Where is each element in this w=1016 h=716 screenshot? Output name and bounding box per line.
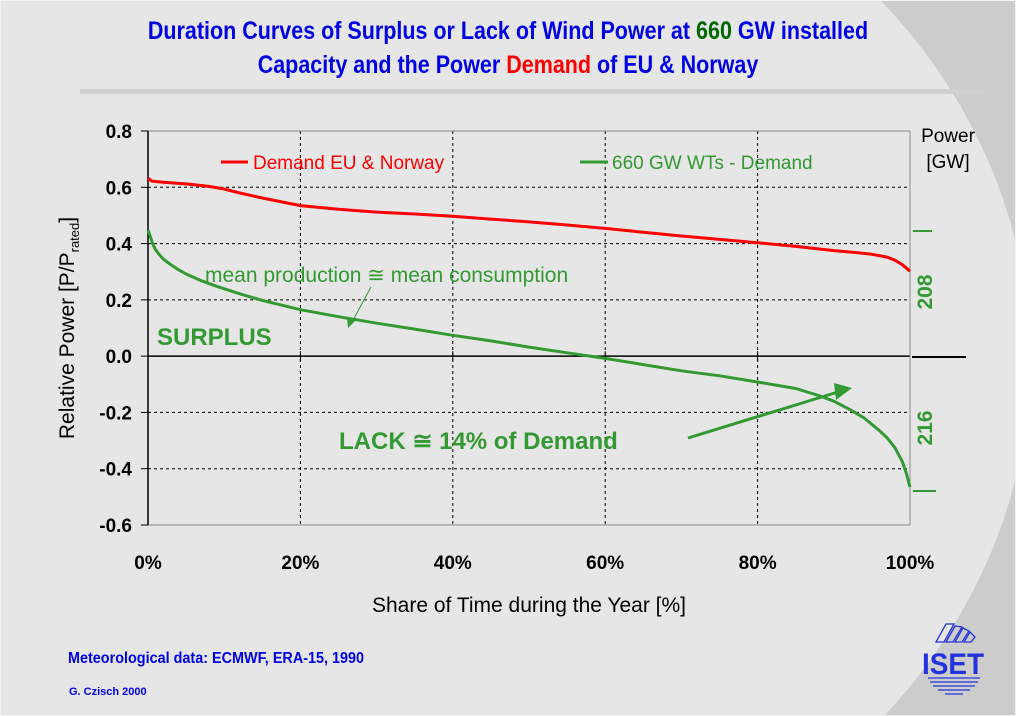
- axes: [141, 130, 911, 526]
- chart-title-line-2: Capacity and the Power Demand of EU & No…: [71, 50, 945, 80]
- chart-title-line-1: Duration Curves of Surplus or Lack of Wi…: [71, 16, 945, 46]
- y-tick-label: 0.8: [106, 122, 132, 143]
- data-source-note: Meteorological data: ECMWF, ERA-15, 1990: [68, 650, 365, 667]
- x-tick-label: 60%: [586, 553, 624, 574]
- title-text: GW installed: [731, 17, 869, 45]
- lack-label: LACK ≅ 14% of Demand: [339, 428, 618, 455]
- y-axis-label-subscript: rated: [67, 223, 82, 253]
- tick-labels: -0.6 -0.4 -0.2 0.0 0.2 0.4 0.6 0.8 0% 20% 40% 60% 80…: [99, 122, 934, 574]
- right-label-208: 208: [914, 274, 937, 309]
- y-tick-label: 0.0: [106, 347, 132, 368]
- logo-globe-icon: [928, 623, 980, 695]
- title-capacity-highlight: 660: [696, 17, 732, 45]
- right-label-216: 216: [914, 410, 937, 445]
- title-demand-highlight: Demand: [506, 51, 592, 79]
- right-axis-unit: [GW]: [926, 152, 969, 173]
- y-tick-label: -0.2: [99, 403, 132, 424]
- series-line-surplus: [146, 229, 912, 488]
- y-tick-label: 0.6: [106, 178, 132, 199]
- x-tick-label: 100%: [886, 553, 935, 574]
- author-credit: G. Czisch 2000: [69, 686, 147, 698]
- iset-logo: ISET: [922, 623, 984, 695]
- y-tick-label: 0.4: [106, 235, 133, 256]
- title-text: Capacity and the Power: [257, 51, 507, 79]
- y-axis-label-end: ]: [56, 217, 79, 223]
- series-group: [146, 177, 912, 488]
- y-axis-label-main: Relative Power [P/P: [56, 252, 79, 439]
- series-line-demand: [147, 177, 911, 273]
- x-axis-label: Share of Time during the Year [%]: [372, 594, 686, 617]
- grid: [148, 131, 910, 525]
- legend-label-demand: Demand EU & Norway: [253, 153, 445, 174]
- right-axis-title: Power: [921, 126, 976, 147]
- x-tick-label: 0%: [134, 553, 162, 574]
- lack-arrow-head: [834, 383, 852, 400]
- title-text: Duration Curves of Surplus or Lack of Wi…: [147, 17, 697, 45]
- lack-arrow-line: [687, 390, 839, 440]
- y-axis-label: Relative Power [P/Prated]: [56, 217, 82, 439]
- title-underline: [80, 89, 985, 94]
- mean-arrow-line: [351, 286, 372, 323]
- x-tick-label: 80%: [739, 553, 777, 574]
- y-tick-label: -0.4: [99, 460, 132, 481]
- legend-label-surplus: 660 GW WTs - Demand: [612, 153, 813, 174]
- y-tick-label: -0.6: [99, 516, 132, 537]
- x-tick-label: 20%: [281, 553, 319, 574]
- mean-annotation: mean production ≅ mean consumption: [205, 264, 568, 287]
- surplus-label: SURPLUS: [157, 324, 272, 351]
- mean-arrow-head: [347, 317, 357, 328]
- logo-text: ISET: [922, 648, 984, 681]
- x-tick-label: 40%: [434, 553, 472, 574]
- title-text: of EU & Norway: [591, 51, 759, 79]
- y-tick-label: 0.2: [106, 291, 132, 312]
